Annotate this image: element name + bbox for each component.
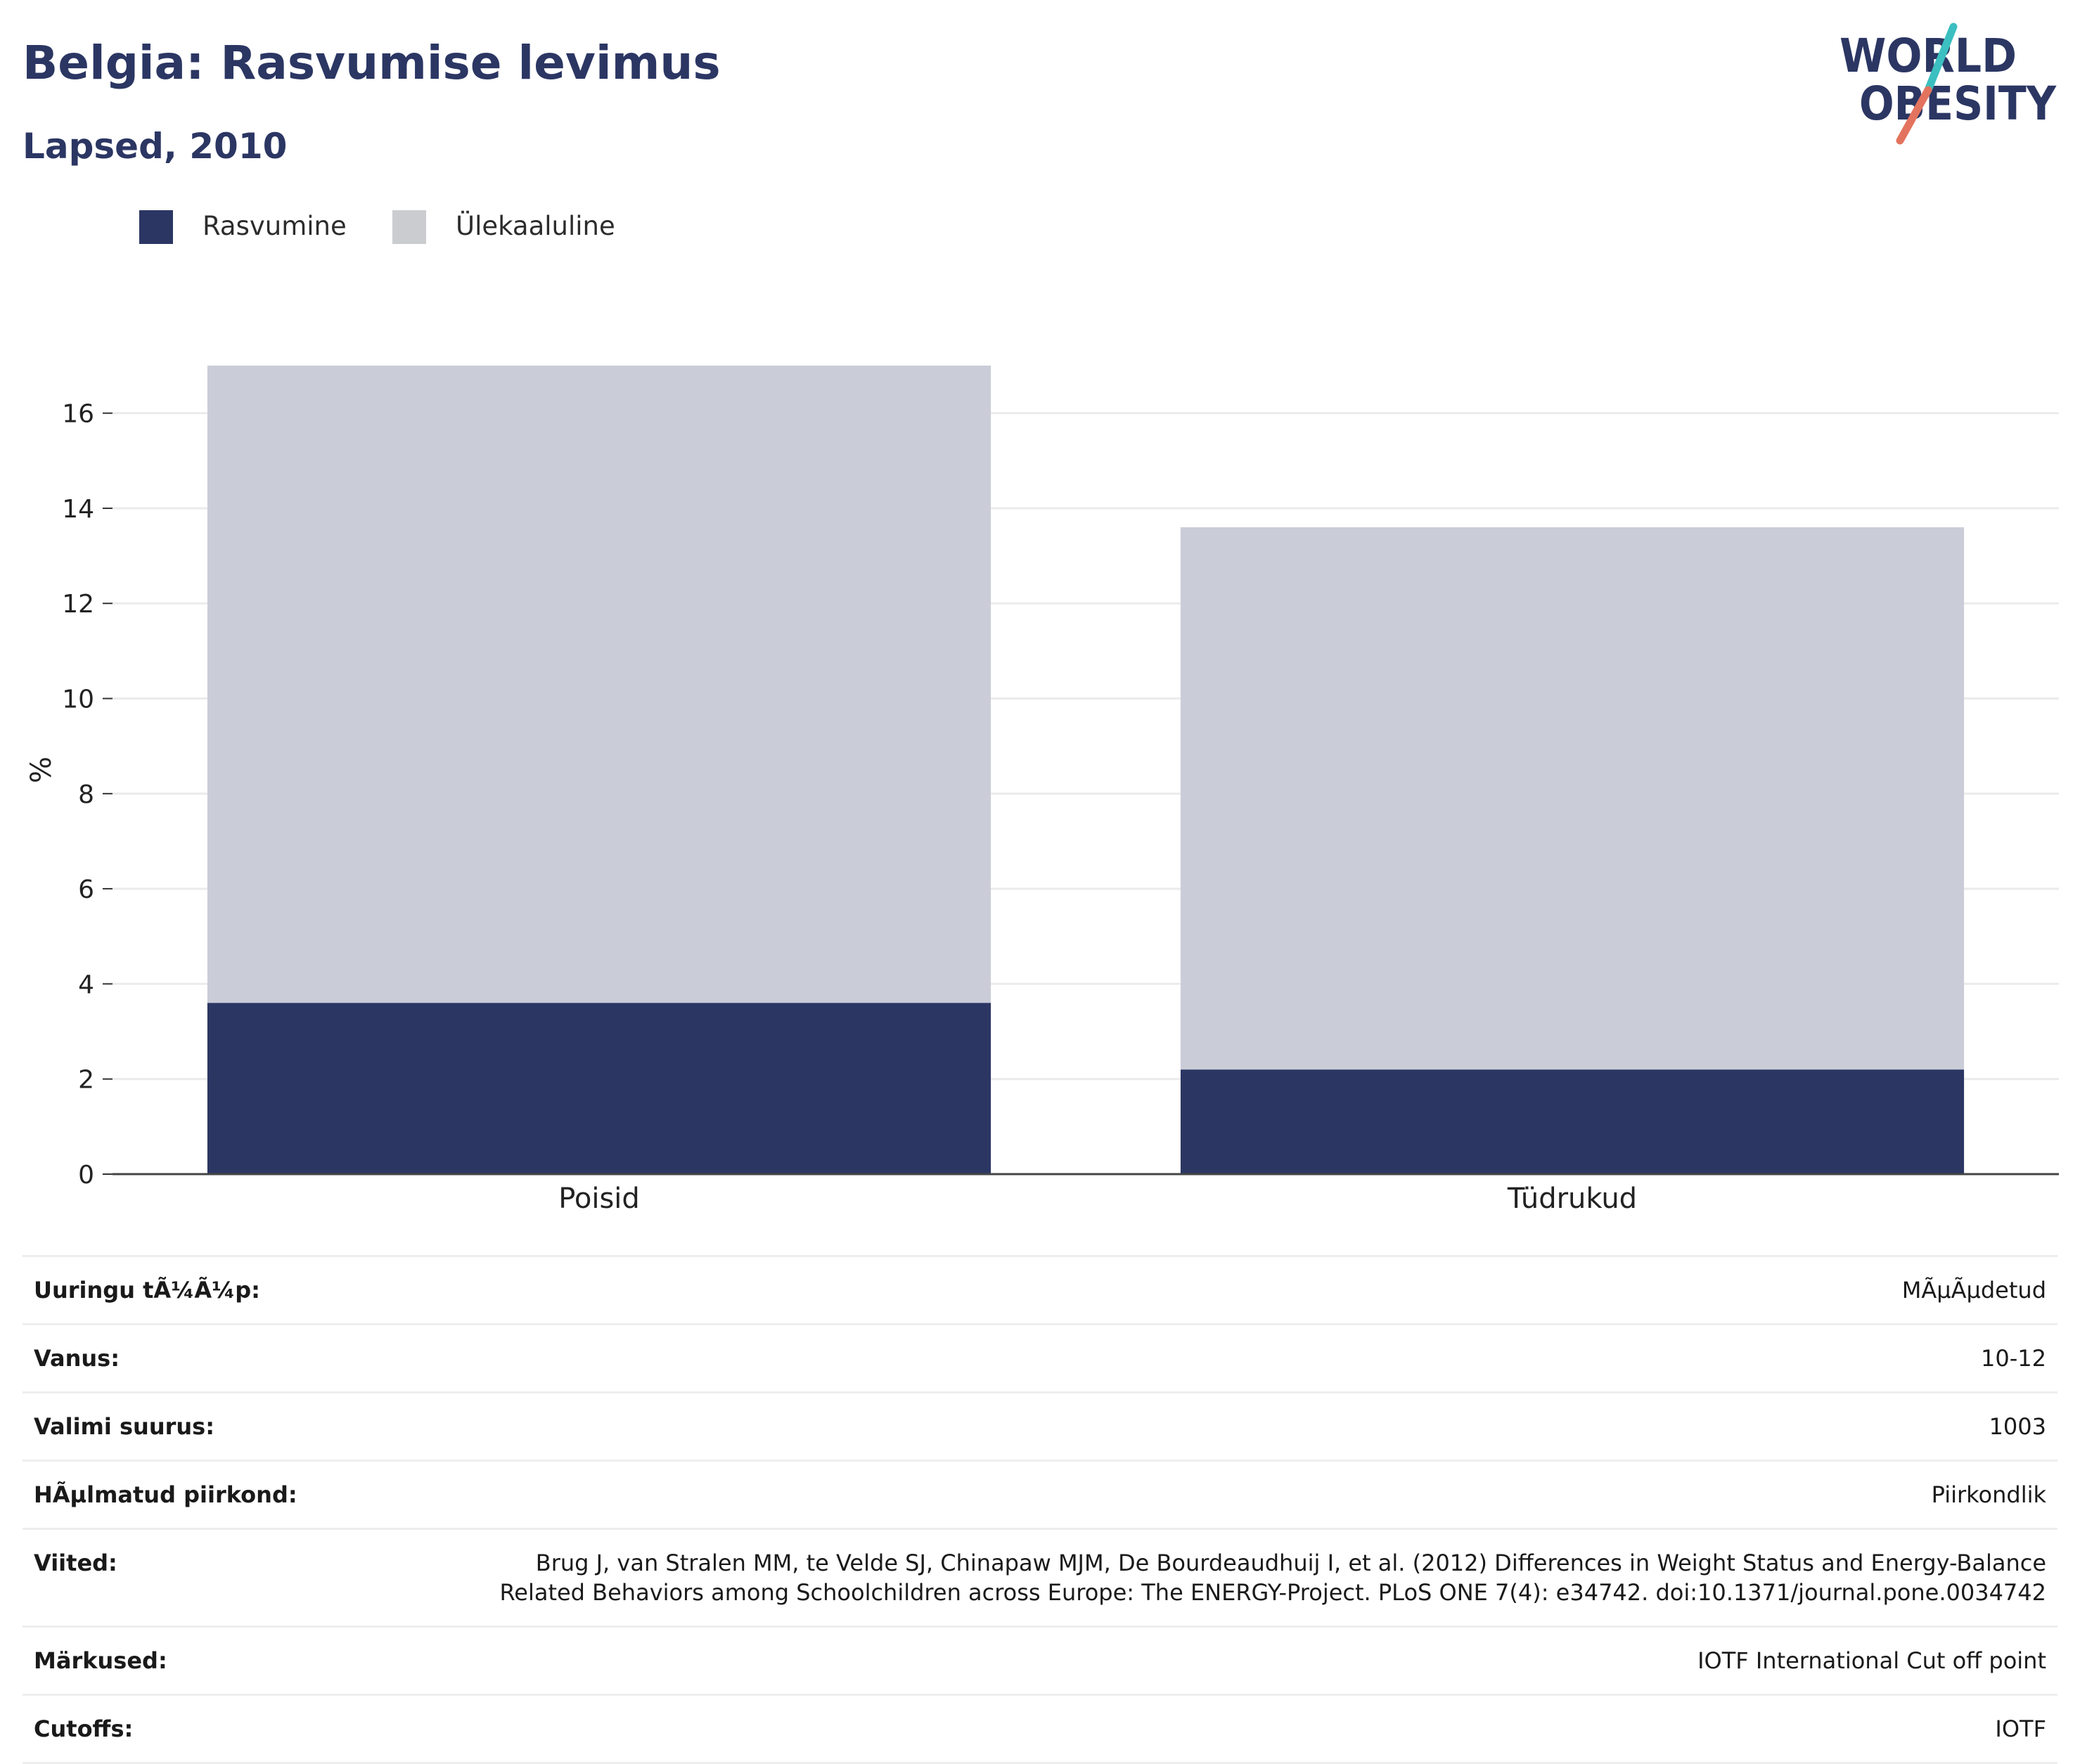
y-tick-label: 8 <box>78 780 94 809</box>
legend-label-ulekaaluline: Ülekaaluline <box>456 211 615 241</box>
y-tick-label: 4 <box>78 970 94 999</box>
bar-ulekaaluline <box>207 366 991 1003</box>
info-row: Märkused: IOTF International Cut off poin… <box>23 1625 2057 1696</box>
info-label: Valimi suurus: <box>23 1391 439 1462</box>
x-category-label: Poisid <box>558 1183 640 1215</box>
info-row: Uuringu tÃ¼Ã¼p: MÃµÃµdetud <box>23 1255 2057 1325</box>
info-value: MÃµÃµdetud <box>439 1255 2057 1325</box>
info-value: IOTF <box>439 1694 2057 1764</box>
info-value: 1003 <box>439 1391 2057 1462</box>
info-table: Uuringu tÃ¼Ã¼p: MÃµÃµdetud Vanus: 10-12 Vali… <box>23 1255 2057 1764</box>
chart-subtitle: Lapsed, 2010 <box>23 126 288 167</box>
info-label: Viited: <box>23 1528 439 1628</box>
info-row: Viited: Brug J, van Stralen MM, te Velde … <box>23 1528 2057 1628</box>
info-label: Märkused: <box>23 1625 439 1696</box>
legend-swatch-ulekaaluline <box>392 210 426 244</box>
y-tick-label: 6 <box>78 875 94 904</box>
y-tick-label: 2 <box>78 1066 94 1095</box>
info-row: HÃµlmatud piirkond: Piirkondlik <box>23 1460 2057 1530</box>
info-label: Vanus: <box>23 1323 439 1393</box>
info-label: Cutoffs: <box>23 1694 439 1764</box>
info-value: 10-12 <box>439 1323 2057 1393</box>
logo-text-obesity: OBESITY <box>1859 77 2057 131</box>
bar-ulekaaluline <box>1180 527 1965 1070</box>
info-row: Vanus: 10-12 <box>23 1323 2057 1393</box>
logo-slash-coral <box>1896 86 1932 145</box>
y-axis-title: % <box>25 757 58 783</box>
info-row: Valimi suurus: 1003 <box>23 1391 2057 1462</box>
info-row: Cutoffs: IOTF <box>23 1694 2057 1764</box>
info-value: IOTF International Cut off point <box>439 1625 2057 1696</box>
info-label: Uuringu tÃ¼Ã¼p: <box>23 1255 439 1325</box>
y-tick-label: 14 <box>62 495 94 524</box>
info-value: Brug J, van Stralen MM, te Velde SJ, Chi… <box>439 1528 2057 1628</box>
logo-slash-teal <box>1924 22 1958 94</box>
y-tick-label: 16 <box>62 400 94 429</box>
legend-swatch-rasvumine <box>139 210 173 244</box>
bar-rasvumine <box>207 1003 991 1174</box>
y-tick-label: 0 <box>78 1161 94 1190</box>
legend-label-rasvumine: Rasvumine <box>203 211 347 241</box>
bar-chart: 0 2 4 6 8 10 12 14 16 Poisid Tüdrukud% <box>25 366 2059 1215</box>
chart-title: Belgia: Rasvumise levimus <box>23 36 721 90</box>
y-tick-label: 12 <box>62 590 94 619</box>
bar-rasvumine <box>1180 1069 1965 1174</box>
info-value: Piirkondlik <box>439 1460 2057 1530</box>
info-label: HÃµlmatud piirkond: <box>23 1460 439 1530</box>
x-category-label: Tüdrukud <box>1507 1183 1637 1215</box>
y-tick-label: 10 <box>62 685 94 714</box>
world-obesity-logo: WORLD OBESITY <box>1840 22 2057 145</box>
logo-text-world: WORLD <box>1840 29 2017 83</box>
